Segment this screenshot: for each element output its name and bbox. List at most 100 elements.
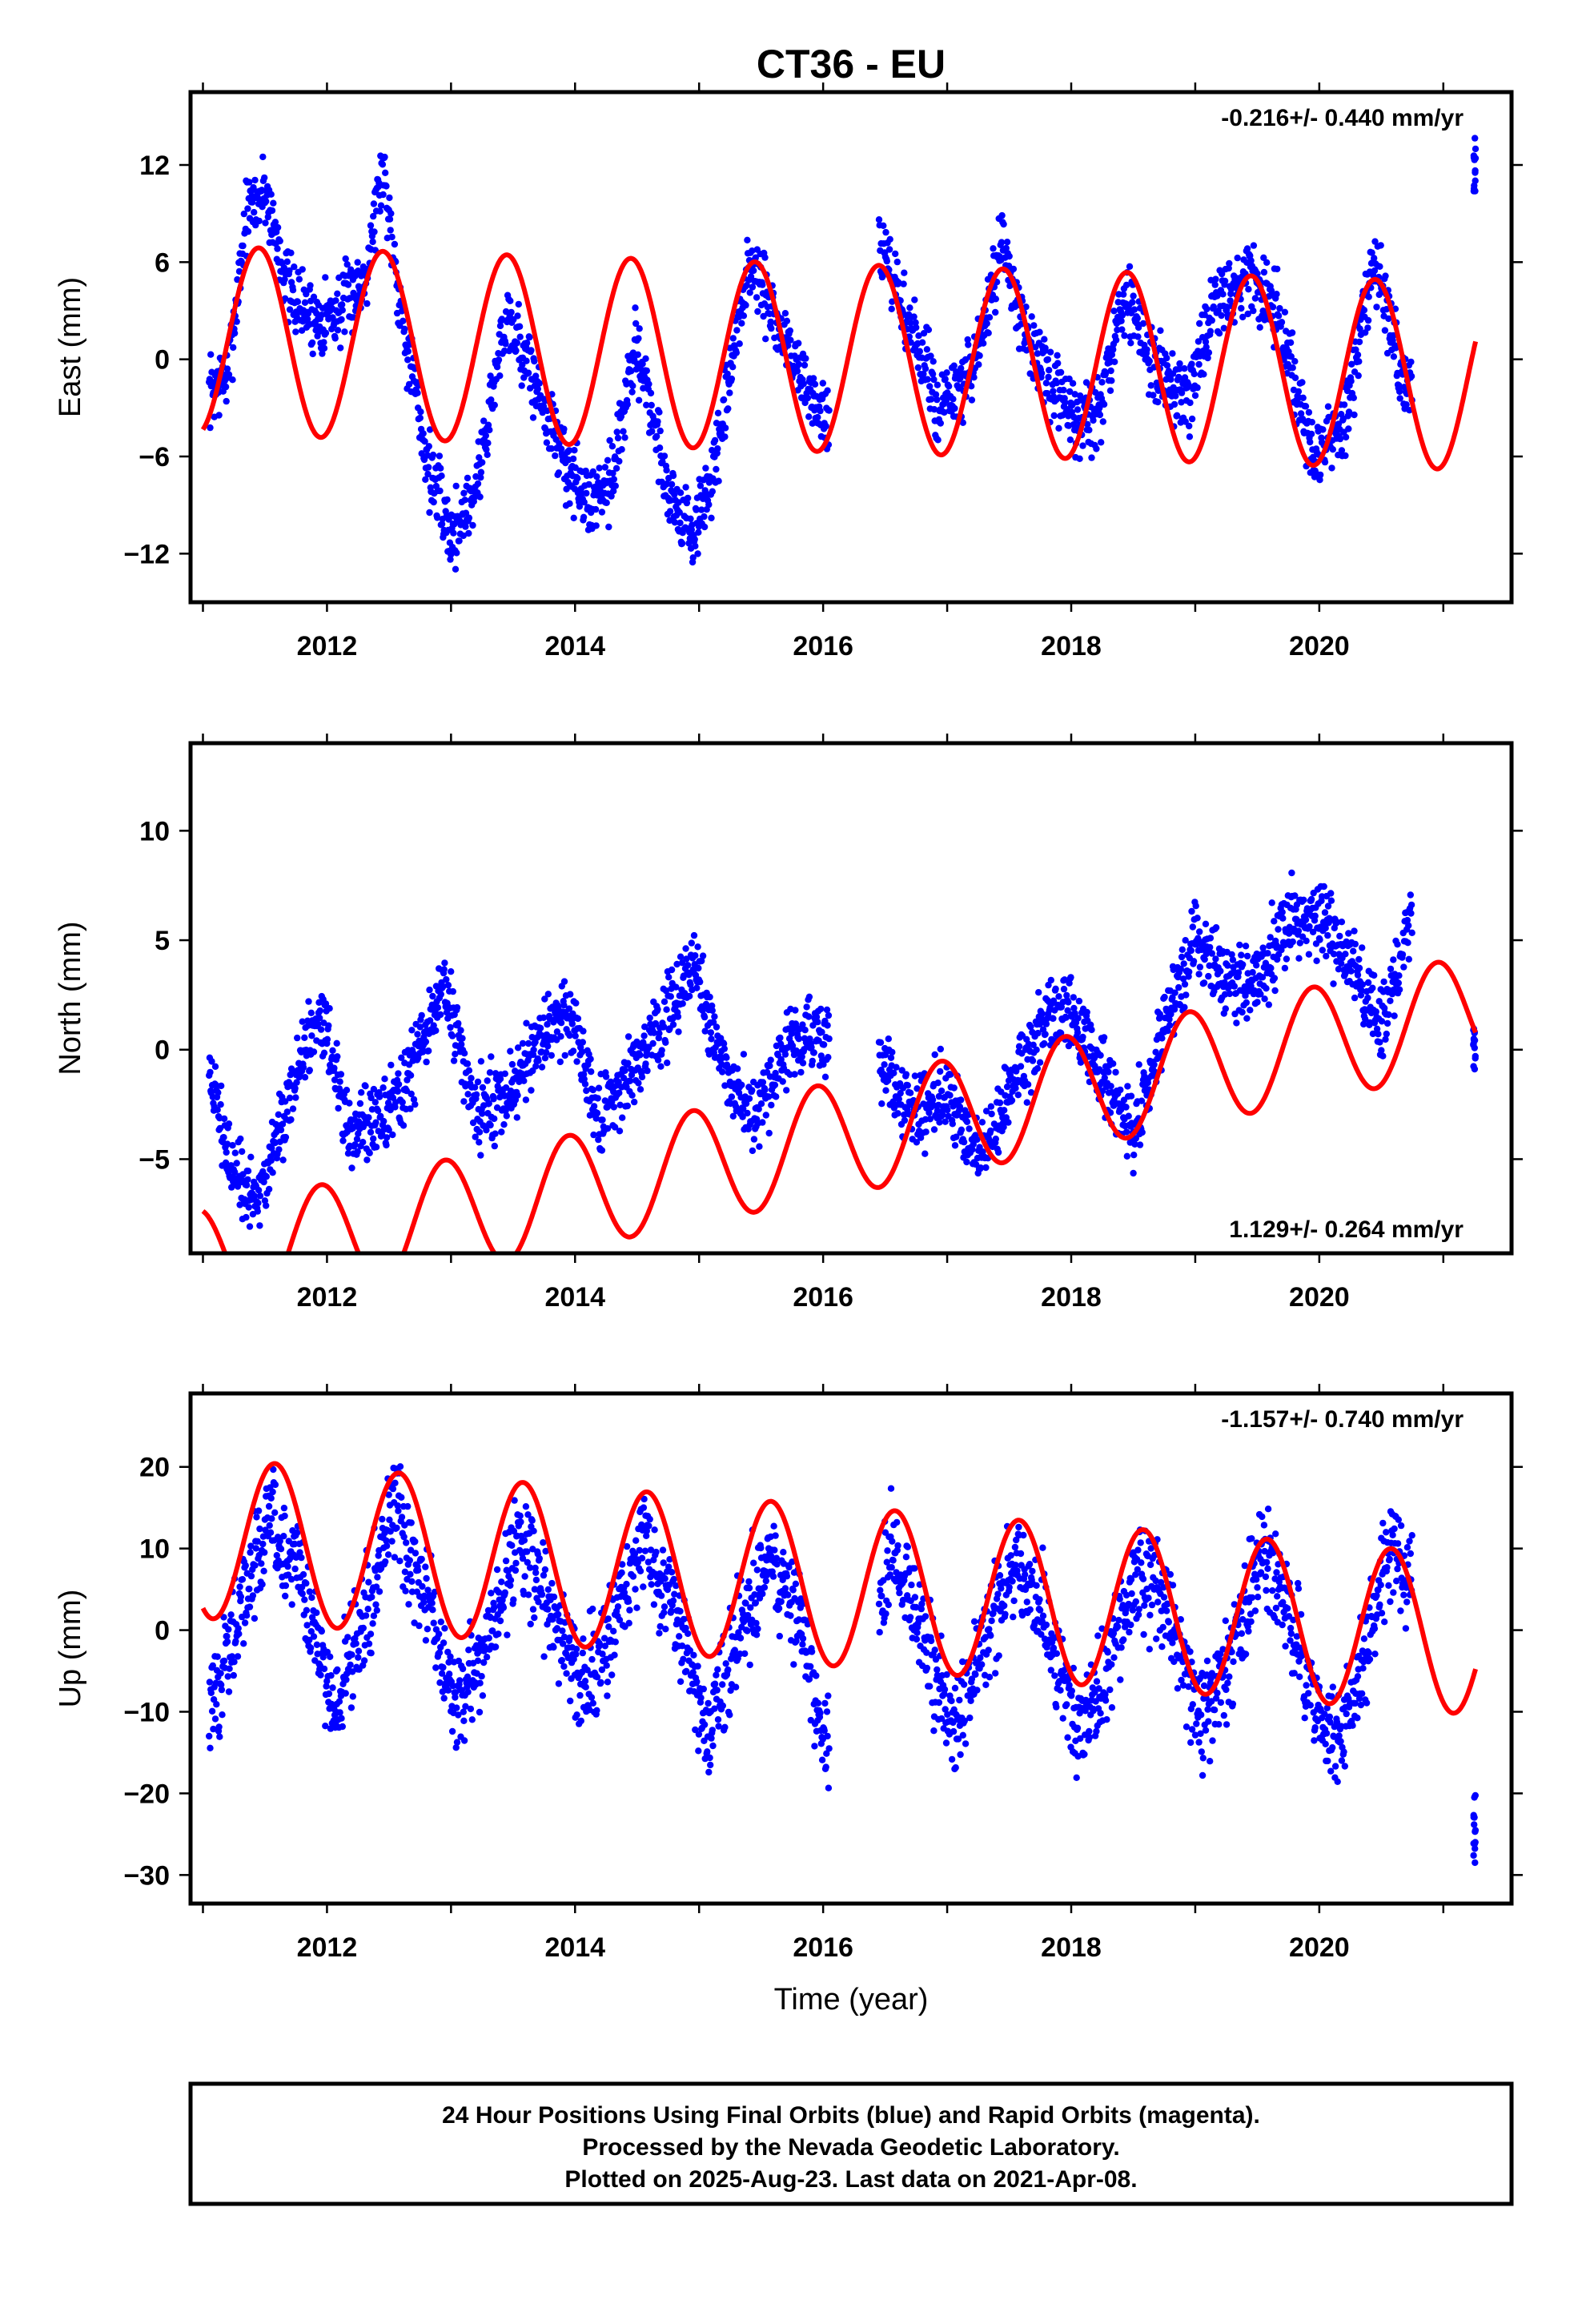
up-data-point — [247, 1549, 254, 1556]
up-data-point — [343, 1676, 350, 1683]
east-data-point — [1307, 438, 1314, 446]
east-data-point — [605, 523, 612, 531]
east-data-point — [701, 523, 709, 531]
east-data-point — [526, 334, 533, 341]
north-data-point — [1307, 895, 1315, 903]
east-data-point — [1126, 263, 1134, 270]
east-data-point — [388, 233, 396, 241]
north-data-point — [695, 964, 702, 972]
north-data-point — [383, 1141, 390, 1149]
up-data-point — [404, 1502, 412, 1510]
north-data-point — [282, 1133, 290, 1141]
east-data-point — [593, 473, 600, 480]
north-data-point — [685, 962, 692, 969]
east-data-point — [603, 499, 610, 506]
north-data-point — [567, 991, 574, 998]
north-data-point — [1231, 983, 1239, 990]
up-data-point — [218, 1686, 226, 1694]
east-data-point — [598, 509, 606, 516]
north-data-point — [225, 1120, 233, 1128]
north-data-point — [604, 1125, 612, 1132]
east-data-point — [1364, 324, 1371, 332]
up-data-point — [306, 1588, 313, 1595]
east-data-point — [1211, 281, 1219, 288]
north-data-point — [661, 998, 669, 1006]
east-data-point — [436, 487, 444, 495]
north-data-point — [395, 1070, 402, 1077]
up-data-point — [237, 1593, 245, 1601]
north-data-point — [1385, 1011, 1392, 1019]
north-data-point — [977, 1164, 985, 1172]
north-data-point — [638, 1073, 646, 1081]
north-data-point — [448, 1032, 456, 1039]
east-data-point — [1219, 291, 1227, 298]
north-data-point — [1088, 1026, 1095, 1034]
north-data-point — [1077, 1059, 1085, 1066]
east-data-point — [282, 295, 289, 302]
east-data-point — [1371, 267, 1379, 275]
east-data-point — [310, 293, 318, 300]
north-data-point — [1181, 980, 1189, 988]
east-data-point — [332, 297, 339, 304]
east-data-point — [767, 318, 774, 326]
north-data-point — [1186, 968, 1193, 975]
up-data-point — [352, 1640, 359, 1647]
north-data-point — [761, 1086, 769, 1094]
east-data-point — [920, 370, 927, 378]
north-data-point — [561, 1051, 568, 1059]
up-data-point — [367, 1650, 375, 1657]
north-data-point — [656, 1030, 663, 1037]
north-data-point — [931, 1051, 938, 1059]
east-data-point — [387, 210, 395, 217]
north-data-point — [464, 1091, 472, 1098]
east-data-point — [743, 282, 750, 289]
east-data-point — [1026, 370, 1034, 377]
east-data-point — [875, 216, 883, 223]
east-data-point — [589, 468, 596, 476]
north-data-point — [1195, 971, 1203, 978]
north-data-point — [765, 1129, 773, 1137]
north-data-point — [1359, 944, 1366, 951]
north-data-point — [1061, 976, 1068, 983]
north-data-point — [506, 1096, 513, 1104]
north-data-point — [370, 1085, 378, 1093]
east-data-point — [676, 509, 683, 516]
up-data-point — [258, 1560, 265, 1567]
east-data-point — [1289, 364, 1296, 372]
north-data-point — [969, 1146, 976, 1153]
north-data-point — [354, 1148, 361, 1156]
north-data-point — [1243, 999, 1251, 1007]
north-y-tick-label: 5 — [155, 926, 170, 956]
north-data-point — [1259, 944, 1267, 951]
north-data-point — [889, 1098, 897, 1105]
north-data-point — [1275, 926, 1282, 933]
east-data-point — [1163, 354, 1170, 362]
east-data-point — [709, 488, 716, 495]
east-data-point — [943, 369, 950, 376]
east-data-point — [1218, 312, 1225, 320]
north-data-point — [598, 1147, 606, 1154]
up-data-point — [214, 1653, 221, 1660]
east-data-point — [1373, 304, 1380, 311]
north-data-point — [1271, 918, 1278, 925]
east-data-point — [569, 455, 577, 463]
east-data-point — [1239, 313, 1247, 321]
north-data-point — [881, 1061, 888, 1068]
north-data-point — [578, 1048, 586, 1055]
east-data-point — [701, 513, 708, 521]
north-model-curve — [201, 959, 1478, 1253]
east-data-point — [363, 300, 371, 308]
north-data-point — [1313, 957, 1320, 965]
up-data-point — [317, 1671, 324, 1679]
east-data-point — [1054, 352, 1061, 359]
up-data-point — [394, 1502, 401, 1510]
north-data-point — [1000, 1124, 1007, 1131]
north-data-point — [640, 1032, 648, 1039]
north-data-point — [628, 1072, 636, 1079]
east-data-point — [721, 433, 729, 440]
north-data-point — [1379, 1052, 1387, 1059]
east-data-point — [691, 536, 698, 543]
east-data-point — [1376, 263, 1383, 270]
north-data-point — [673, 960, 681, 968]
east-data-point — [892, 250, 899, 258]
